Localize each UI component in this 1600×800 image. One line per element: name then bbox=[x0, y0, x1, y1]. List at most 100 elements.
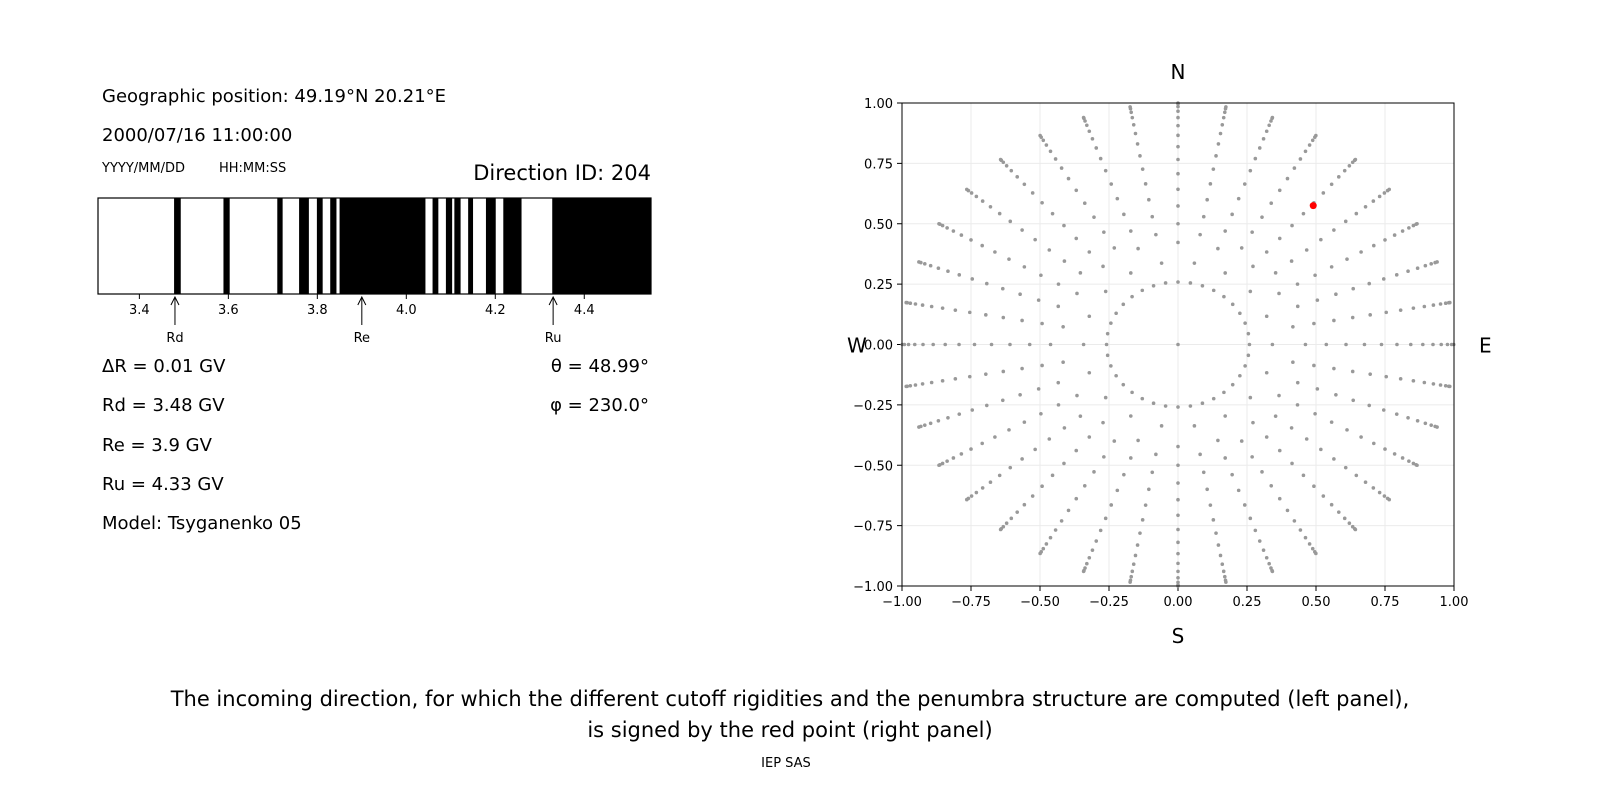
geo-position: Geographic position: 49.19°N 20.21°E bbox=[102, 86, 447, 107]
direction-point bbox=[1138, 154, 1142, 158]
arrow-head-icon bbox=[357, 295, 367, 306]
direction-point bbox=[1041, 546, 1046, 551]
direction-point bbox=[1304, 248, 1309, 252]
direction-point bbox=[970, 277, 975, 281]
direction-point bbox=[1264, 129, 1269, 134]
direction-point bbox=[1090, 137, 1095, 141]
direction-point bbox=[1246, 331, 1251, 336]
direction-point bbox=[1242, 182, 1247, 186]
direction-point bbox=[1090, 548, 1095, 552]
direction-point bbox=[946, 269, 950, 274]
direction-point bbox=[984, 313, 988, 317]
direction-point bbox=[1082, 483, 1087, 488]
direction-point bbox=[1000, 398, 1005, 403]
direction-point bbox=[957, 342, 961, 347]
direction-point bbox=[1087, 129, 1092, 134]
direction-point bbox=[1009, 168, 1014, 173]
direction-point bbox=[1438, 302, 1443, 306]
direction-point bbox=[1040, 200, 1044, 205]
direction-point bbox=[1074, 236, 1079, 241]
direction-point bbox=[953, 377, 958, 381]
y-tick-label: −0.75 bbox=[853, 520, 893, 535]
direction-point bbox=[1438, 383, 1443, 387]
direction-point bbox=[1448, 384, 1452, 389]
x-tick-label: −1.00 bbox=[882, 595, 922, 610]
direction-point bbox=[1176, 513, 1180, 518]
y-tick-label: −0.25 bbox=[853, 399, 893, 414]
direction-point bbox=[1267, 561, 1271, 566]
y-tick-label: 0.00 bbox=[864, 339, 893, 354]
direction-point bbox=[1277, 188, 1282, 193]
direction-point bbox=[1221, 115, 1226, 120]
direction-point bbox=[912, 342, 917, 347]
direction-point bbox=[1059, 519, 1064, 523]
direction-point bbox=[1038, 133, 1042, 138]
direction-point bbox=[1129, 110, 1134, 115]
direction-point bbox=[1074, 188, 1079, 193]
direction-point bbox=[1431, 303, 1436, 307]
direction-point bbox=[1176, 221, 1180, 226]
direction-point bbox=[1198, 232, 1202, 237]
direction-point bbox=[1109, 182, 1114, 186]
direction-point bbox=[940, 379, 945, 383]
compass-east: E bbox=[1479, 334, 1492, 358]
direction-point bbox=[1313, 273, 1317, 278]
direction-point bbox=[1138, 531, 1142, 535]
direction-point bbox=[1336, 175, 1341, 179]
direction-point bbox=[1053, 528, 1058, 532]
direction-point bbox=[1435, 260, 1439, 264]
direction-point bbox=[1218, 553, 1223, 558]
direction-point bbox=[1239, 246, 1244, 250]
direction-point bbox=[1307, 143, 1312, 147]
direction-point bbox=[1188, 281, 1193, 285]
direction-point bbox=[1273, 414, 1278, 418]
direction-point bbox=[913, 383, 918, 387]
bar-frame bbox=[97, 197, 652, 295]
direction-point bbox=[1159, 424, 1164, 428]
direction-point bbox=[1315, 387, 1320, 391]
direction-point bbox=[1056, 282, 1061, 286]
direction-point bbox=[1103, 289, 1108, 294]
direction-point bbox=[1115, 196, 1120, 201]
direction-point bbox=[1020, 366, 1024, 371]
direction-point bbox=[1329, 182, 1334, 187]
direction-point bbox=[1135, 142, 1140, 146]
direction-point bbox=[1087, 555, 1092, 560]
direction-point bbox=[1059, 166, 1064, 170]
direction-point bbox=[1220, 122, 1225, 127]
direction-point bbox=[989, 342, 994, 347]
direction-point bbox=[943, 342, 948, 347]
direction-point bbox=[1423, 421, 1428, 426]
direction-point bbox=[1176, 580, 1180, 585]
direction-point bbox=[1050, 211, 1055, 216]
direction-point bbox=[1243, 364, 1247, 368]
direction-point bbox=[1253, 156, 1258, 161]
direction-point bbox=[1251, 264, 1255, 269]
direction-point bbox=[1407, 226, 1411, 230]
direction-point bbox=[945, 459, 949, 463]
direction-point bbox=[1239, 439, 1244, 443]
direction-point bbox=[1332, 318, 1336, 323]
direction-point bbox=[1047, 437, 1052, 441]
direction-point bbox=[1321, 494, 1326, 498]
direction-point bbox=[1176, 540, 1180, 545]
direction-point bbox=[1429, 262, 1434, 266]
direction-point bbox=[1131, 562, 1136, 567]
forbidden-band bbox=[316, 198, 323, 294]
marker-label-re: Re bbox=[354, 331, 370, 346]
direction-point bbox=[964, 187, 969, 192]
direction-point bbox=[1264, 435, 1269, 439]
direction-point bbox=[1143, 503, 1148, 507]
direction-point bbox=[1230, 302, 1235, 307]
direction-point bbox=[1250, 455, 1254, 459]
direction-point bbox=[1133, 553, 1138, 558]
direction-point bbox=[1431, 342, 1435, 347]
direction-point bbox=[969, 238, 973, 242]
direction-point bbox=[1001, 369, 1006, 374]
direction-point bbox=[1398, 377, 1403, 381]
direction-point bbox=[1020, 318, 1024, 323]
direction-point bbox=[1224, 580, 1228, 584]
direction-point bbox=[993, 250, 997, 254]
direction-point bbox=[1022, 182, 1027, 187]
direction-point bbox=[1222, 110, 1227, 115]
